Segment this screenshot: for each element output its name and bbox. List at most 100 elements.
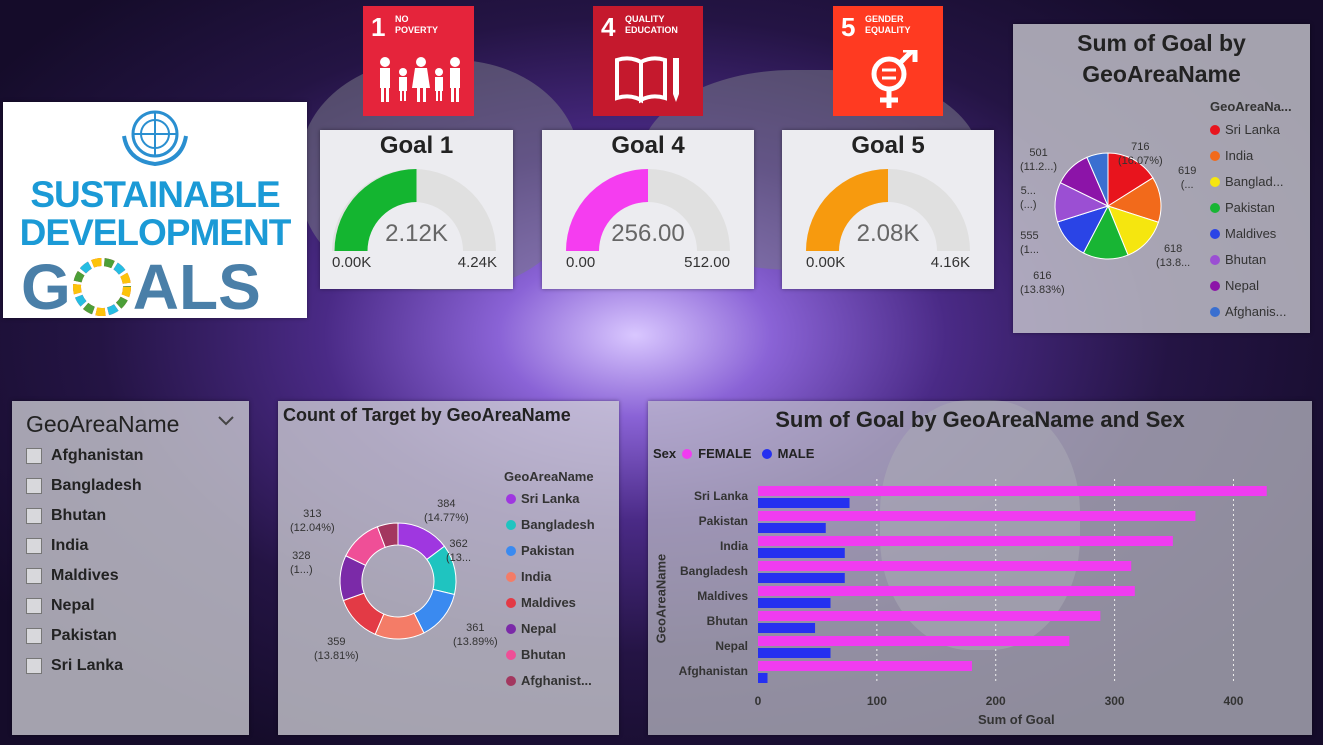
bar-female-bhutan[interactable] (758, 611, 1101, 621)
donut-data-label: 361 (13.89%) (453, 622, 498, 648)
slice-maldives[interactable] (342, 592, 385, 635)
legend-label: Sri Lanka (521, 491, 580, 506)
pie-data-label: 501 (11.2...) (1020, 147, 1058, 173)
book-pencil-icon (615, 56, 679, 104)
bar-male-nepal[interactable] (758, 648, 831, 658)
y-tick-label: Bhutan (707, 614, 748, 628)
checkbox[interactable] (26, 478, 42, 494)
logo-line2: DEVELOPMENT (19, 212, 292, 253)
pie-legend-item[interactable]: India (1210, 148, 1253, 163)
legend-swatch (506, 597, 516, 608)
donut-legend-item[interactable]: Bhutan (506, 647, 566, 662)
bar-chart-title: Sum of Goal by GeoAreaName and Sex (775, 407, 1185, 432)
bar-female-nepal[interactable] (758, 636, 1070, 646)
bar-male-maldives[interactable] (758, 598, 831, 608)
slicer-item-pakistan[interactable]: Pakistan (26, 627, 117, 645)
bar-male-bhutan[interactable] (758, 623, 816, 633)
slicer-item-maldives[interactable]: Maldives (26, 567, 119, 585)
pie-legend-item[interactable]: Maldives (1210, 226, 1276, 241)
slicer-item-india[interactable]: India (26, 537, 88, 555)
donut-chart-panel[interactable]: Count of Target by GeoAreaName GeoAreaNa… (278, 401, 619, 735)
donut-data-label: 384 (14.77%) (424, 498, 469, 524)
slice-afghanistan[interactable] (376, 522, 399, 548)
female-swatch (682, 448, 693, 459)
bar-female-pakistan[interactable] (758, 511, 1196, 521)
gauge-card-goal5[interactable]: Goal 5 2.08K 0.00K 4.16K (782, 130, 994, 289)
donut-legend-item[interactable]: India (506, 569, 551, 584)
gauge-min: 0.00 (566, 254, 596, 271)
pie-legend-item[interactable]: Afghanis... (1210, 304, 1286, 319)
donut-legend-item[interactable]: Nepal (506, 621, 556, 636)
bar-male-afghanistan[interactable] (758, 673, 768, 683)
pie-data-label: 619 (... (1178, 165, 1197, 191)
bar-chart-panel[interactable]: Sum of Goal by GeoAreaName and Sex Sex F… (648, 401, 1312, 735)
bar-female-sri-lanka[interactable] (758, 486, 1267, 496)
donut-legend-item[interactable]: Sri Lanka (506, 491, 580, 506)
checkbox[interactable] (26, 568, 42, 584)
checkbox[interactable] (26, 448, 42, 464)
bar-female-india[interactable] (758, 536, 1173, 546)
sdg-tile-number: 4 (601, 12, 616, 42)
donut-legend-item[interactable]: Maldives (506, 595, 576, 610)
pie-chart-title: Sum of Goal by GeoAreaName (1077, 30, 1246, 87)
legend-label: Bhutan (1225, 252, 1267, 267)
bar-male-india[interactable] (758, 548, 845, 558)
gauge-card-goal1[interactable]: Goal 1 2.12K 0.00K 4.24K (320, 130, 513, 289)
donut-legend-item[interactable]: Bangladesh (506, 517, 595, 532)
bar-legend: Sex FEMALE MALE (653, 446, 814, 461)
pie-legend-item[interactable]: Bhutan (1210, 252, 1266, 267)
bar-female-afghanistan[interactable] (758, 661, 972, 671)
bar-female-maldives[interactable] (758, 586, 1135, 596)
legend-label: Afghanis... (1225, 304, 1287, 319)
gauge (806, 169, 970, 251)
slicer-item-label: Bhutan (51, 507, 107, 524)
slicer-item-label: Nepal (51, 597, 95, 614)
slicer-item-nepal[interactable]: Nepal (26, 597, 95, 615)
gauge-min: 0.00K (806, 254, 846, 271)
pie-legend-item[interactable]: Sri Lanka (1210, 122, 1280, 137)
sdg-tile-text: NO POVERTY (395, 14, 439, 35)
gauge (566, 169, 730, 251)
pie-legend-item[interactable]: Nepal (1210, 278, 1259, 293)
pie-legend-item[interactable]: Banglad... (1210, 174, 1284, 189)
slicer-item-bhutan[interactable]: Bhutan (26, 507, 106, 525)
gauge-value: 2.08K (856, 220, 920, 247)
checkbox[interactable] (26, 538, 42, 554)
checkbox[interactable] (26, 598, 42, 614)
bar-male-bangladesh[interactable] (758, 573, 845, 583)
legend-swatch (1210, 306, 1220, 317)
pie-legend-item[interactable]: Pakistan (1210, 200, 1275, 215)
y-tick-label: Pakistan (699, 514, 748, 528)
slicer-item-bangladesh[interactable]: Bangladesh (26, 477, 142, 495)
pie-chart-panel[interactable]: Sum of Goal by GeoAreaName GeoAreaNa... S… (1013, 24, 1310, 333)
chevron-down-icon[interactable] (217, 415, 235, 427)
checkbox[interactable] (26, 508, 42, 524)
donut-legend-item[interactable]: Pakistan (506, 543, 574, 558)
slicer-item-label: Afghanistan (51, 447, 144, 464)
gauge-card-goal4[interactable]: Goal 4 256.00 0.00 512.00 (542, 130, 754, 289)
slicer-item-afghanistan[interactable]: Afghanistan (26, 447, 143, 465)
legend-label: Sri Lanka (1225, 122, 1280, 137)
bar-male-pakistan[interactable] (758, 523, 826, 533)
y-tick-label: Afghanistan (679, 664, 748, 678)
bar-x-axis-label: Sum of Goal (978, 712, 1055, 727)
bar-male-sri-lanka[interactable] (758, 498, 850, 508)
gauge-max: 4.24K (457, 254, 497, 271)
pie-data-label: 555 (1... (1020, 230, 1039, 256)
bar-female-bangladesh[interactable] (758, 561, 1132, 571)
bar-legend-female: FEMALE (698, 446, 752, 461)
slice-afghanistan[interactable] (1086, 152, 1109, 207)
slicer-item-label: Sri Lanka (51, 657, 124, 674)
legend-swatch (506, 623, 516, 634)
geoarea-slicer[interactable]: GeoAreaName Afghanistan Bangladesh Bhutan I… (12, 401, 249, 735)
legend-label: Banglad... (1225, 174, 1284, 189)
slice-sri-lanka[interactable] (1107, 152, 1154, 207)
slicer-item-sri-lanka[interactable]: Sri Lanka (26, 657, 123, 675)
gauge-min: 0.00K (332, 254, 372, 271)
checkbox[interactable] (26, 628, 42, 644)
legend-label: Nepal (1225, 278, 1259, 293)
x-tick-label: 200 (986, 694, 1006, 708)
checkbox[interactable] (26, 658, 42, 674)
donut-legend-item[interactable]: Afghanist... (506, 673, 592, 688)
pie-data-label: 716 (16.07%) (1118, 141, 1163, 167)
